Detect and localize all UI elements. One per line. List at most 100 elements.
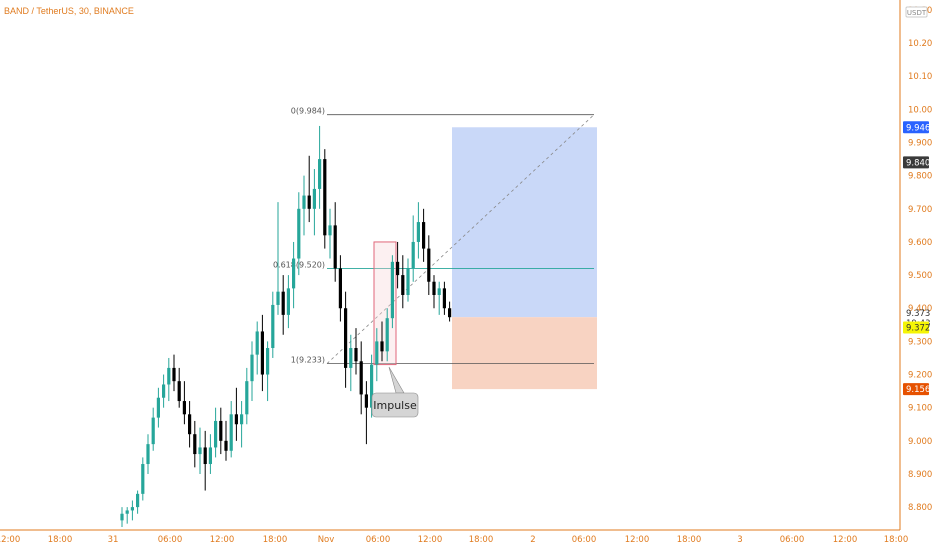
- candle: [442, 281, 446, 315]
- candle: [416, 202, 420, 259]
- candle: [375, 328, 379, 382]
- candle: [349, 334, 353, 392]
- candle-body: [406, 268, 410, 295]
- candle-body: [323, 159, 327, 236]
- candle-body: [401, 275, 405, 295]
- time-tick-label: 12:00: [210, 535, 235, 545]
- price-tick-label: 9.300: [908, 337, 932, 347]
- candle-body: [328, 225, 332, 236]
- candle-body: [292, 258, 296, 289]
- price-tick-label: 10.000: [908, 105, 932, 115]
- time-tick-label: 18:00: [469, 535, 494, 545]
- price-tick-label: 8.800: [908, 503, 932, 513]
- candle: [240, 401, 244, 448]
- candle: [370, 354, 374, 418]
- candle-body: [240, 414, 244, 425]
- currency-badge-text: USDT: [907, 9, 927, 17]
- price-axis[interactable]: 10.30010.20010.10010.0009.9009.8009.7009…: [899, 0, 932, 530]
- candle: [286, 275, 290, 329]
- candle-body: [224, 440, 228, 451]
- candle: [162, 374, 166, 408]
- candle-body: [307, 195, 311, 209]
- candles: [120, 125, 452, 527]
- candle-body: [151, 417, 155, 445]
- target-zone: [452, 127, 597, 318]
- candle: [141, 457, 145, 501]
- candle-body: [208, 447, 212, 465]
- candle: [338, 255, 342, 322]
- candle: [312, 169, 316, 236]
- candle: [396, 241, 400, 289]
- candle: [390, 255, 394, 329]
- candle: [344, 291, 348, 388]
- candle: [266, 341, 270, 402]
- candle: [318, 125, 322, 209]
- candle-body: [380, 341, 384, 352]
- candle: [323, 149, 327, 249]
- candle: [406, 258, 410, 302]
- candle-body: [193, 434, 197, 455]
- candle-body: [312, 188, 316, 209]
- candle: [151, 407, 155, 451]
- time-tick-label: 12:00: [418, 535, 443, 545]
- candle-body: [333, 225, 337, 269]
- time-tick-label: 3: [737, 535, 742, 545]
- candle: [307, 155, 311, 223]
- price-tag-orange: [903, 383, 929, 396]
- candle: [437, 281, 441, 315]
- candle-body: [219, 420, 223, 441]
- candle-body: [162, 384, 166, 398]
- candle-body: [437, 288, 441, 295]
- candle: [198, 427, 202, 474]
- time-tick-label: 18:00: [884, 535, 909, 545]
- candle: [432, 275, 436, 309]
- price-tick-label: 9.500: [908, 271, 932, 281]
- impulse-box-rect: [373, 241, 397, 366]
- candle: [333, 202, 337, 282]
- stop-zone: [452, 317, 597, 390]
- impulse-annotation[interactable]: Impulse: [371, 366, 419, 418]
- candle: [260, 314, 264, 392]
- candle-body: [188, 414, 192, 435]
- candle-body: [260, 331, 264, 375]
- symbol-title[interactable]: BAND / TetherUS, 30, BINANCE: [4, 6, 134, 16]
- candle: [271, 291, 275, 358]
- candle: [302, 175, 306, 236]
- candle-body: [177, 381, 181, 402]
- price-tick-label: 9.900: [908, 139, 932, 149]
- price-tick-label: 9.400: [908, 304, 932, 314]
- price-tick-label: 9.000: [908, 437, 932, 447]
- candle: [359, 341, 363, 415]
- time-tick-label: 2: [530, 535, 535, 545]
- time-tick-label: 06:00: [158, 535, 183, 545]
- impulse-box[interactable]: [373, 241, 397, 366]
- candle-body: [203, 447, 207, 465]
- candle-body: [432, 281, 436, 295]
- candle-body: [422, 222, 426, 249]
- candle-body: [370, 364, 374, 408]
- candle-body: [448, 308, 452, 318]
- candle-body: [250, 354, 254, 382]
- candle: [219, 407, 223, 455]
- price-tick-label: 9.200: [908, 371, 932, 381]
- price-tag-text: 9.946: [906, 123, 930, 133]
- candle-body: [364, 394, 368, 408]
- candle-body: [136, 493, 140, 508]
- time-axis[interactable]: 12:00 18:00 31 06:00 12:00 18:00 Nov 06:00 12:00…: [0, 529, 909, 545]
- callout-pointer: [388, 366, 405, 394]
- candle: [245, 367, 249, 425]
- price-tag-dark: [903, 156, 929, 169]
- price-tag-blue: [903, 121, 929, 134]
- price-tick-label: 10.200: [908, 39, 932, 49]
- candle-body: [125, 510, 129, 514]
- candle: [401, 255, 405, 309]
- candle: [250, 341, 254, 402]
- candle: [234, 387, 238, 441]
- candle-body: [271, 304, 275, 349]
- candle-body: [255, 331, 259, 355]
- price-tick-label: 10.100: [908, 72, 932, 82]
- currency-badge: [905, 6, 928, 18]
- candle-body: [411, 241, 415, 269]
